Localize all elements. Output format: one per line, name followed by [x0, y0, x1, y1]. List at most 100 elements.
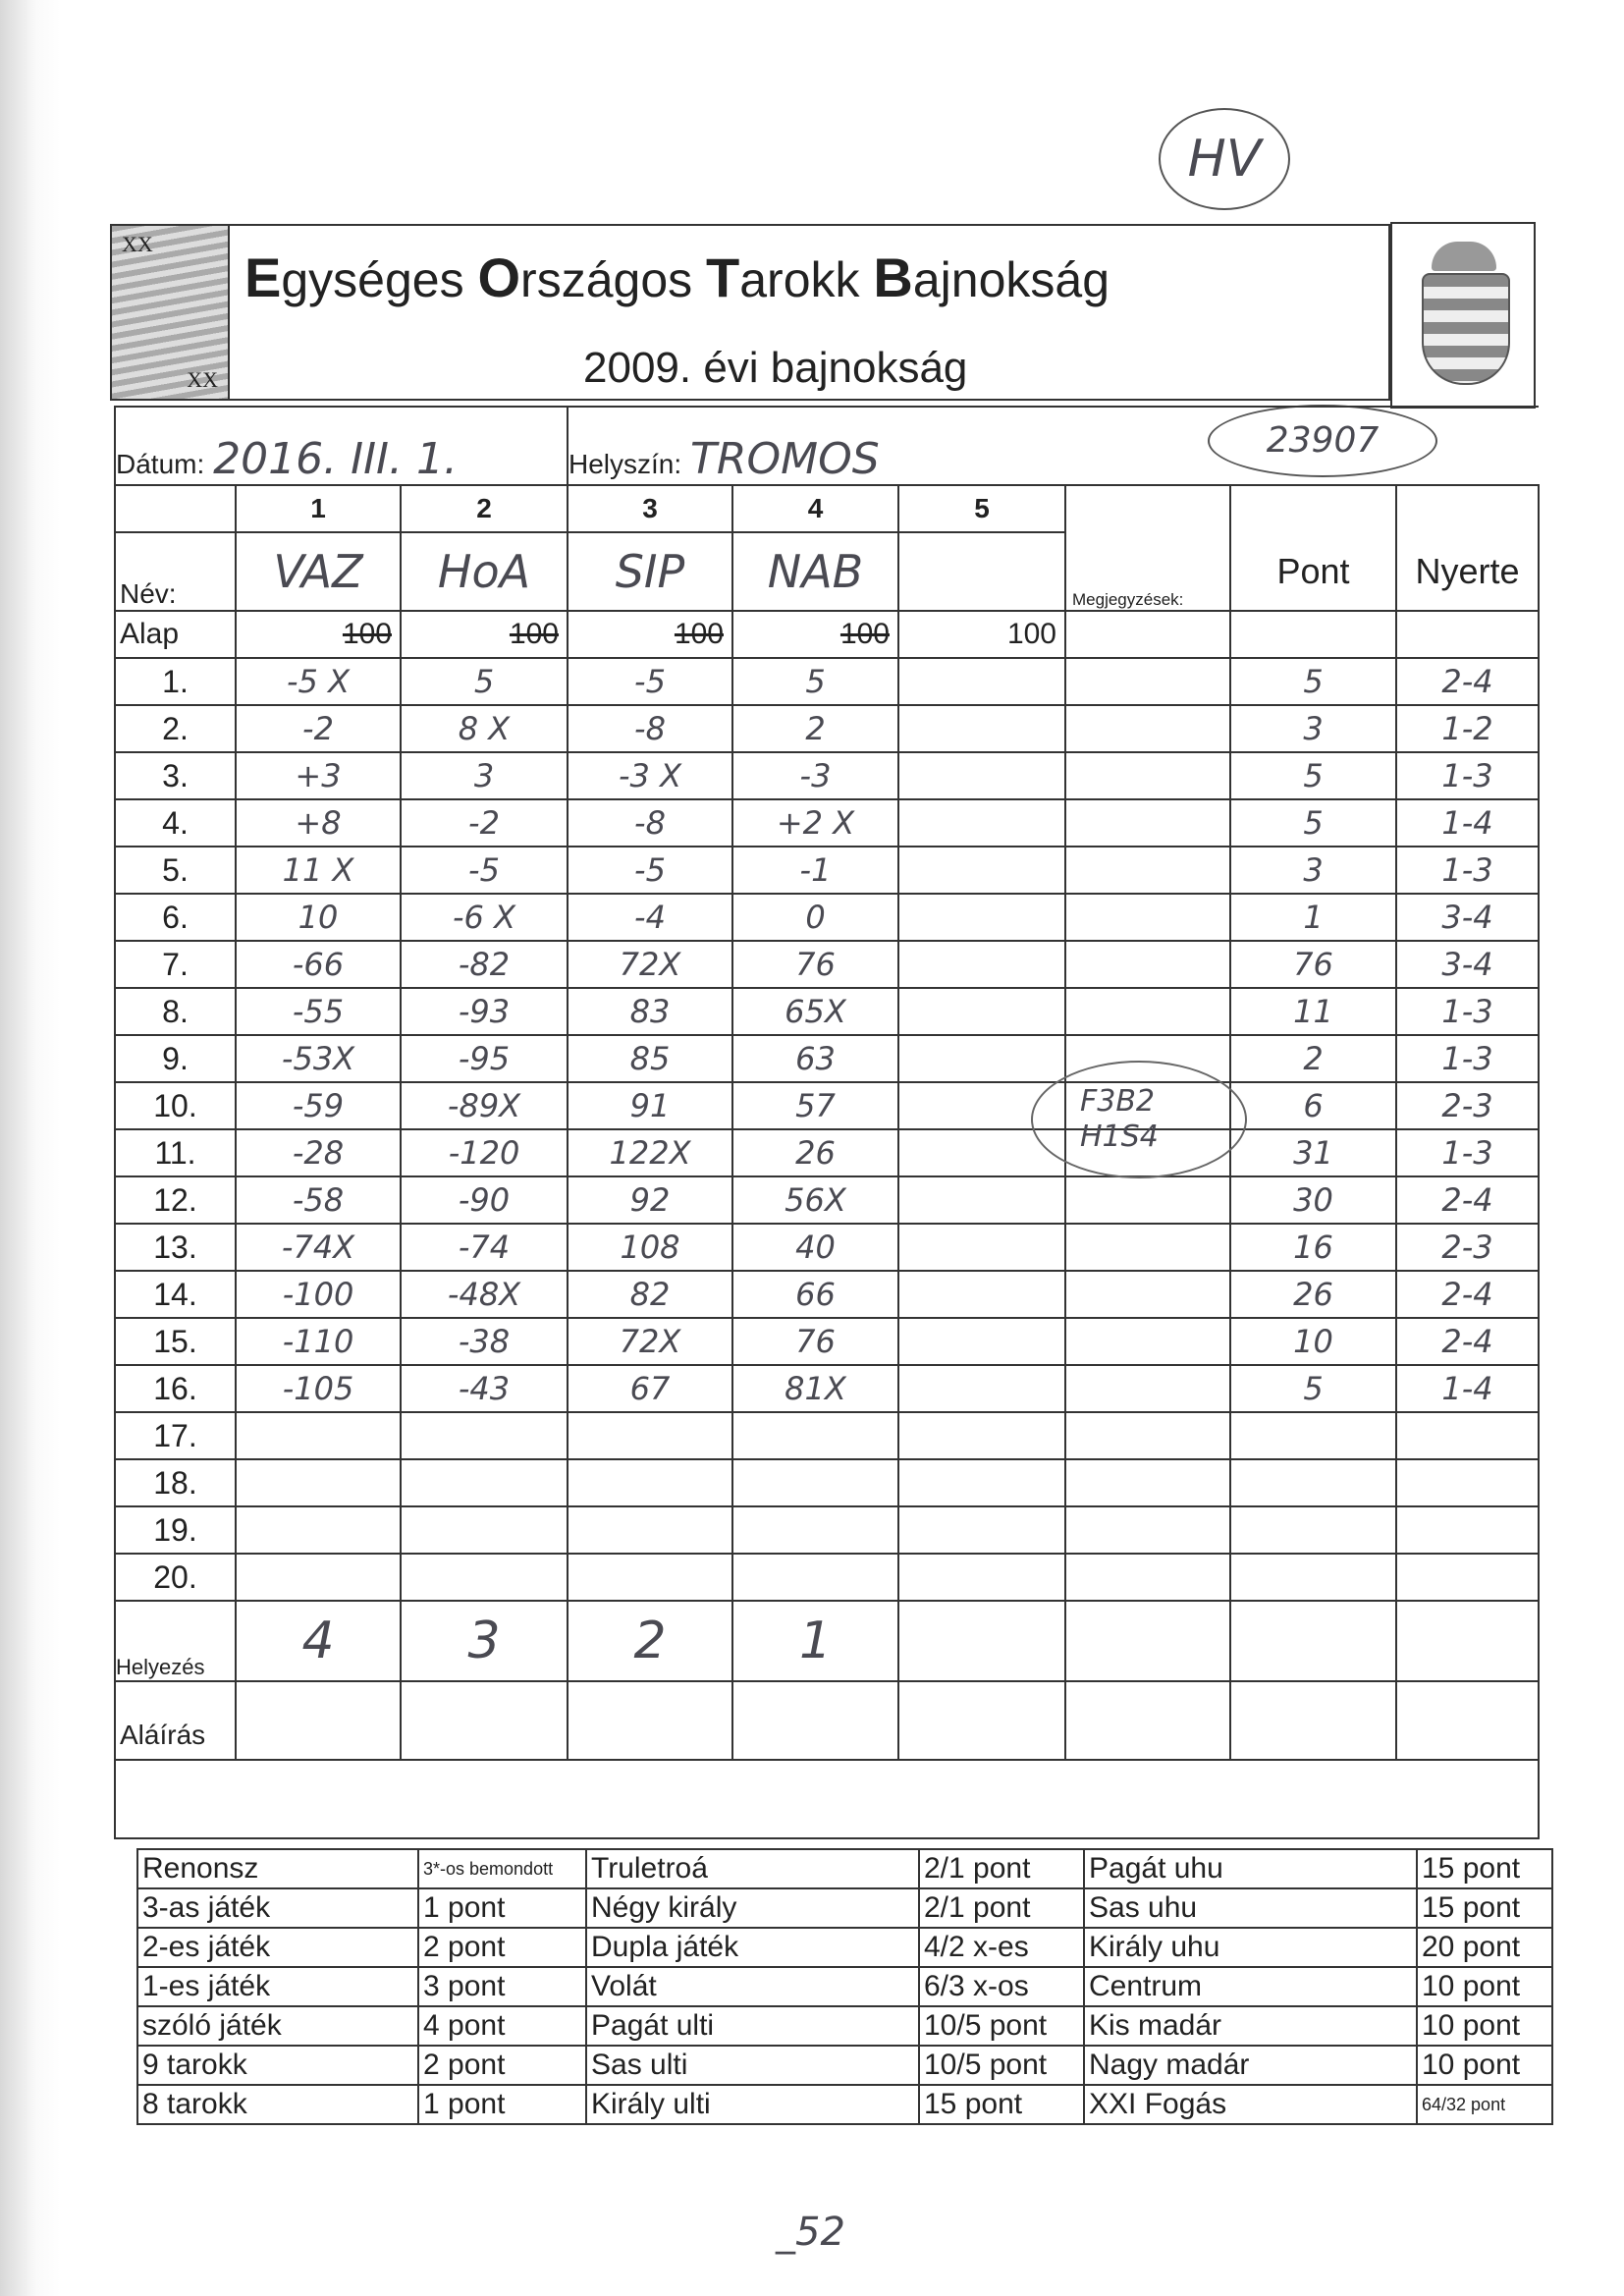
- notes-cell: [1064, 1411, 1231, 1460]
- scoring-cell: 2 pont: [417, 2045, 587, 2086]
- score-cell: 8 X: [400, 704, 568, 753]
- scoring-reference-table: Renonsz 3*-os bemondott Truletroá 2/1 pont P…: [136, 1848, 1553, 2125]
- nyerte-cell: 1-4: [1395, 1364, 1540, 1413]
- score-cell: 63: [731, 1034, 899, 1083]
- game-row: 13. -74X -74 108 40 16 2-3: [114, 1223, 1540, 1272]
- game-row: 11. -28 -120 122X 26 31 1-3: [114, 1128, 1540, 1177]
- pont-cell: 5: [1229, 657, 1397, 706]
- place-value[interactable]: TROMOS: [690, 434, 880, 484]
- notes-cell: [1064, 1223, 1231, 1272]
- note-line: F3B2: [1080, 1084, 1156, 1119]
- scoring-cell: 2 pont: [417, 1927, 587, 1968]
- scoring-row: 8 tarokk 1 pont Király ulti 15 pont XXI Fogá…: [136, 2084, 1553, 2125]
- signature-cell: [567, 1680, 733, 1761]
- score-cell: -74: [400, 1223, 568, 1272]
- scan-edge: [0, 0, 61, 2296]
- score-cell: [235, 1505, 402, 1555]
- score-cell: [400, 1411, 568, 1460]
- notes-cell: [1064, 987, 1231, 1036]
- pont-cell: [1229, 1553, 1397, 1602]
- pont-cell: 5: [1229, 798, 1397, 847]
- name-row: Név: VAZ HoA SIP NAB Pont Nyerte: [114, 531, 1540, 612]
- empty-cell: [1395, 1600, 1540, 1682]
- row-number: 9.: [114, 1034, 237, 1083]
- empty-cell: [897, 940, 1066, 989]
- score-cell: [400, 1553, 568, 1602]
- score-cell: 92: [567, 1175, 733, 1225]
- pont-cell: 2: [1229, 1034, 1397, 1083]
- score-cell: [567, 1505, 733, 1555]
- player-number: 3: [567, 484, 733, 533]
- score-cell: -55: [235, 987, 402, 1036]
- score-cell: 56X: [731, 1175, 899, 1225]
- title-word: gységes: [281, 252, 478, 307]
- nyerte-cell: 2-4: [1395, 1270, 1540, 1319]
- notes-cell: [1064, 798, 1231, 847]
- empty-cell: [897, 987, 1066, 1036]
- score-cell: -105: [235, 1364, 402, 1413]
- row-number: 17.: [114, 1411, 237, 1460]
- score-cell: 122X: [567, 1128, 733, 1177]
- blank-row: [114, 1759, 1540, 1839]
- blank-cell: [114, 1759, 1540, 1839]
- coat-of-arms-icon: [1390, 222, 1536, 409]
- score-cell: 5: [400, 657, 568, 706]
- score-cell: [731, 1411, 899, 1460]
- alap-value-struck: 100: [567, 610, 733, 659]
- score-cell: -2: [235, 704, 402, 753]
- score-cell: -5: [400, 846, 568, 895]
- scoring-row: szóló játék 4 pont Pagát ulti 10/5 pont Kis …: [136, 2005, 1553, 2047]
- nyerte-cell: 3-4: [1395, 940, 1540, 989]
- notes-cell: [1064, 1317, 1231, 1366]
- placement-row: Helyezés 4 3 2 1: [114, 1600, 1540, 1682]
- game-row: 15. -110 -38 72X 76 10 2-4: [114, 1317, 1540, 1366]
- empty-cell: [1229, 610, 1397, 659]
- score-cell: -66: [235, 940, 402, 989]
- score-cell: 82: [567, 1270, 733, 1319]
- scoring-cell: Király ulti: [585, 2084, 920, 2125]
- game-row: 20.: [114, 1553, 1540, 1602]
- scoring-cell: 10 pont: [1416, 2005, 1553, 2047]
- score-cell: -74X: [235, 1223, 402, 1272]
- scoring-cell: Pagát ulti: [585, 2005, 920, 2047]
- scoring-cell: Truletroá: [585, 1848, 920, 1889]
- empty-cell: [1064, 1600, 1231, 1682]
- player-name-field: SIP: [567, 531, 733, 612]
- empty-cell: [897, 657, 1066, 706]
- notes-cell: [1064, 940, 1231, 989]
- score-cell: -4: [567, 893, 733, 942]
- pont-cell: [1229, 1411, 1397, 1460]
- scoring-cell: Király uhu: [1083, 1927, 1418, 1968]
- score-cell: 40: [731, 1223, 899, 1272]
- date-value[interactable]: 2016. III. 1.: [213, 434, 458, 484]
- row-number: 18.: [114, 1458, 237, 1507]
- scoring-cell: 15 pont: [1416, 1848, 1553, 1889]
- scoring-cell: 10/5 pont: [918, 2005, 1085, 2047]
- score-cell: 85: [567, 1034, 733, 1083]
- score-cell: -3: [731, 751, 899, 800]
- row-number: 4.: [114, 798, 237, 847]
- score-cell: -5 X: [235, 657, 402, 706]
- score-table: Dátum: 2016. III. 1. Helyszín: TROMOS 1 2 3 4…: [114, 406, 1540, 1839]
- score-cell: [731, 1458, 899, 1507]
- scoring-cell: 4/2 x-es: [918, 1927, 1085, 1968]
- game-row: 6. 10 -6 X -4 0 1 3-4: [114, 893, 1540, 942]
- score-cell: [731, 1505, 899, 1555]
- page-title: Egységes Országos Tarokk Bajnokság: [244, 246, 1110, 309]
- player-name-field: [897, 531, 1066, 612]
- score-cell: -5: [567, 657, 733, 706]
- pont-header: Pont: [1229, 532, 1397, 612]
- score-cell: -5: [567, 846, 733, 895]
- score-cell: 11 X: [235, 846, 402, 895]
- signature-cell: [731, 1680, 899, 1761]
- row-number: 19.: [114, 1505, 237, 1555]
- empty-cell: [897, 1505, 1066, 1555]
- score-cell: -58: [235, 1175, 402, 1225]
- pont-cell: 30: [1229, 1175, 1397, 1225]
- signature-cell: [1395, 1680, 1540, 1761]
- scoring-cell: Dupla játék: [585, 1927, 920, 1968]
- alap-value: 100: [897, 610, 1066, 659]
- empty-cell: [1395, 610, 1540, 659]
- row-number: 1.: [114, 657, 237, 706]
- score-cell: 57: [731, 1081, 899, 1130]
